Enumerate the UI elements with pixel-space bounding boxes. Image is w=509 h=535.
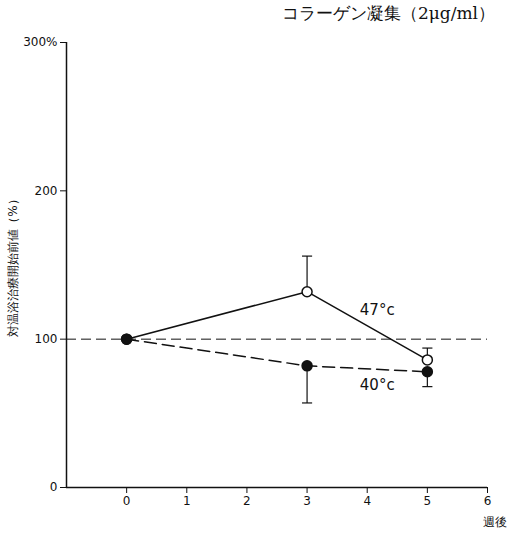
svg-text:4: 4 (363, 494, 371, 508)
svg-text:2: 2 (243, 494, 251, 508)
svg-text:週後: 週後 (483, 515, 507, 529)
svg-text:300%: 300% (23, 35, 57, 49)
svg-text:40°c: 40°c (360, 376, 395, 394)
svg-text:200: 200 (35, 184, 58, 198)
svg-text:47°c: 47°c (360, 301, 395, 319)
html-text:コラーゲン凝集（2μg/ml）: コラーゲン凝集（2μg/ml） (282, 3, 495, 23)
svg-text:1: 1 (183, 494, 191, 508)
svg-text:0: 0 (123, 494, 131, 508)
svg-text:5: 5 (424, 494, 432, 508)
svg-text:対温浴治療開始前値（%）: 対温浴治療開始前値（%） (6, 193, 20, 336)
svg-text:0: 0 (50, 480, 58, 494)
svg-text:100: 100 (35, 332, 58, 346)
svg-text:6: 6 (484, 494, 492, 508)
svg-text:3: 3 (303, 494, 311, 508)
